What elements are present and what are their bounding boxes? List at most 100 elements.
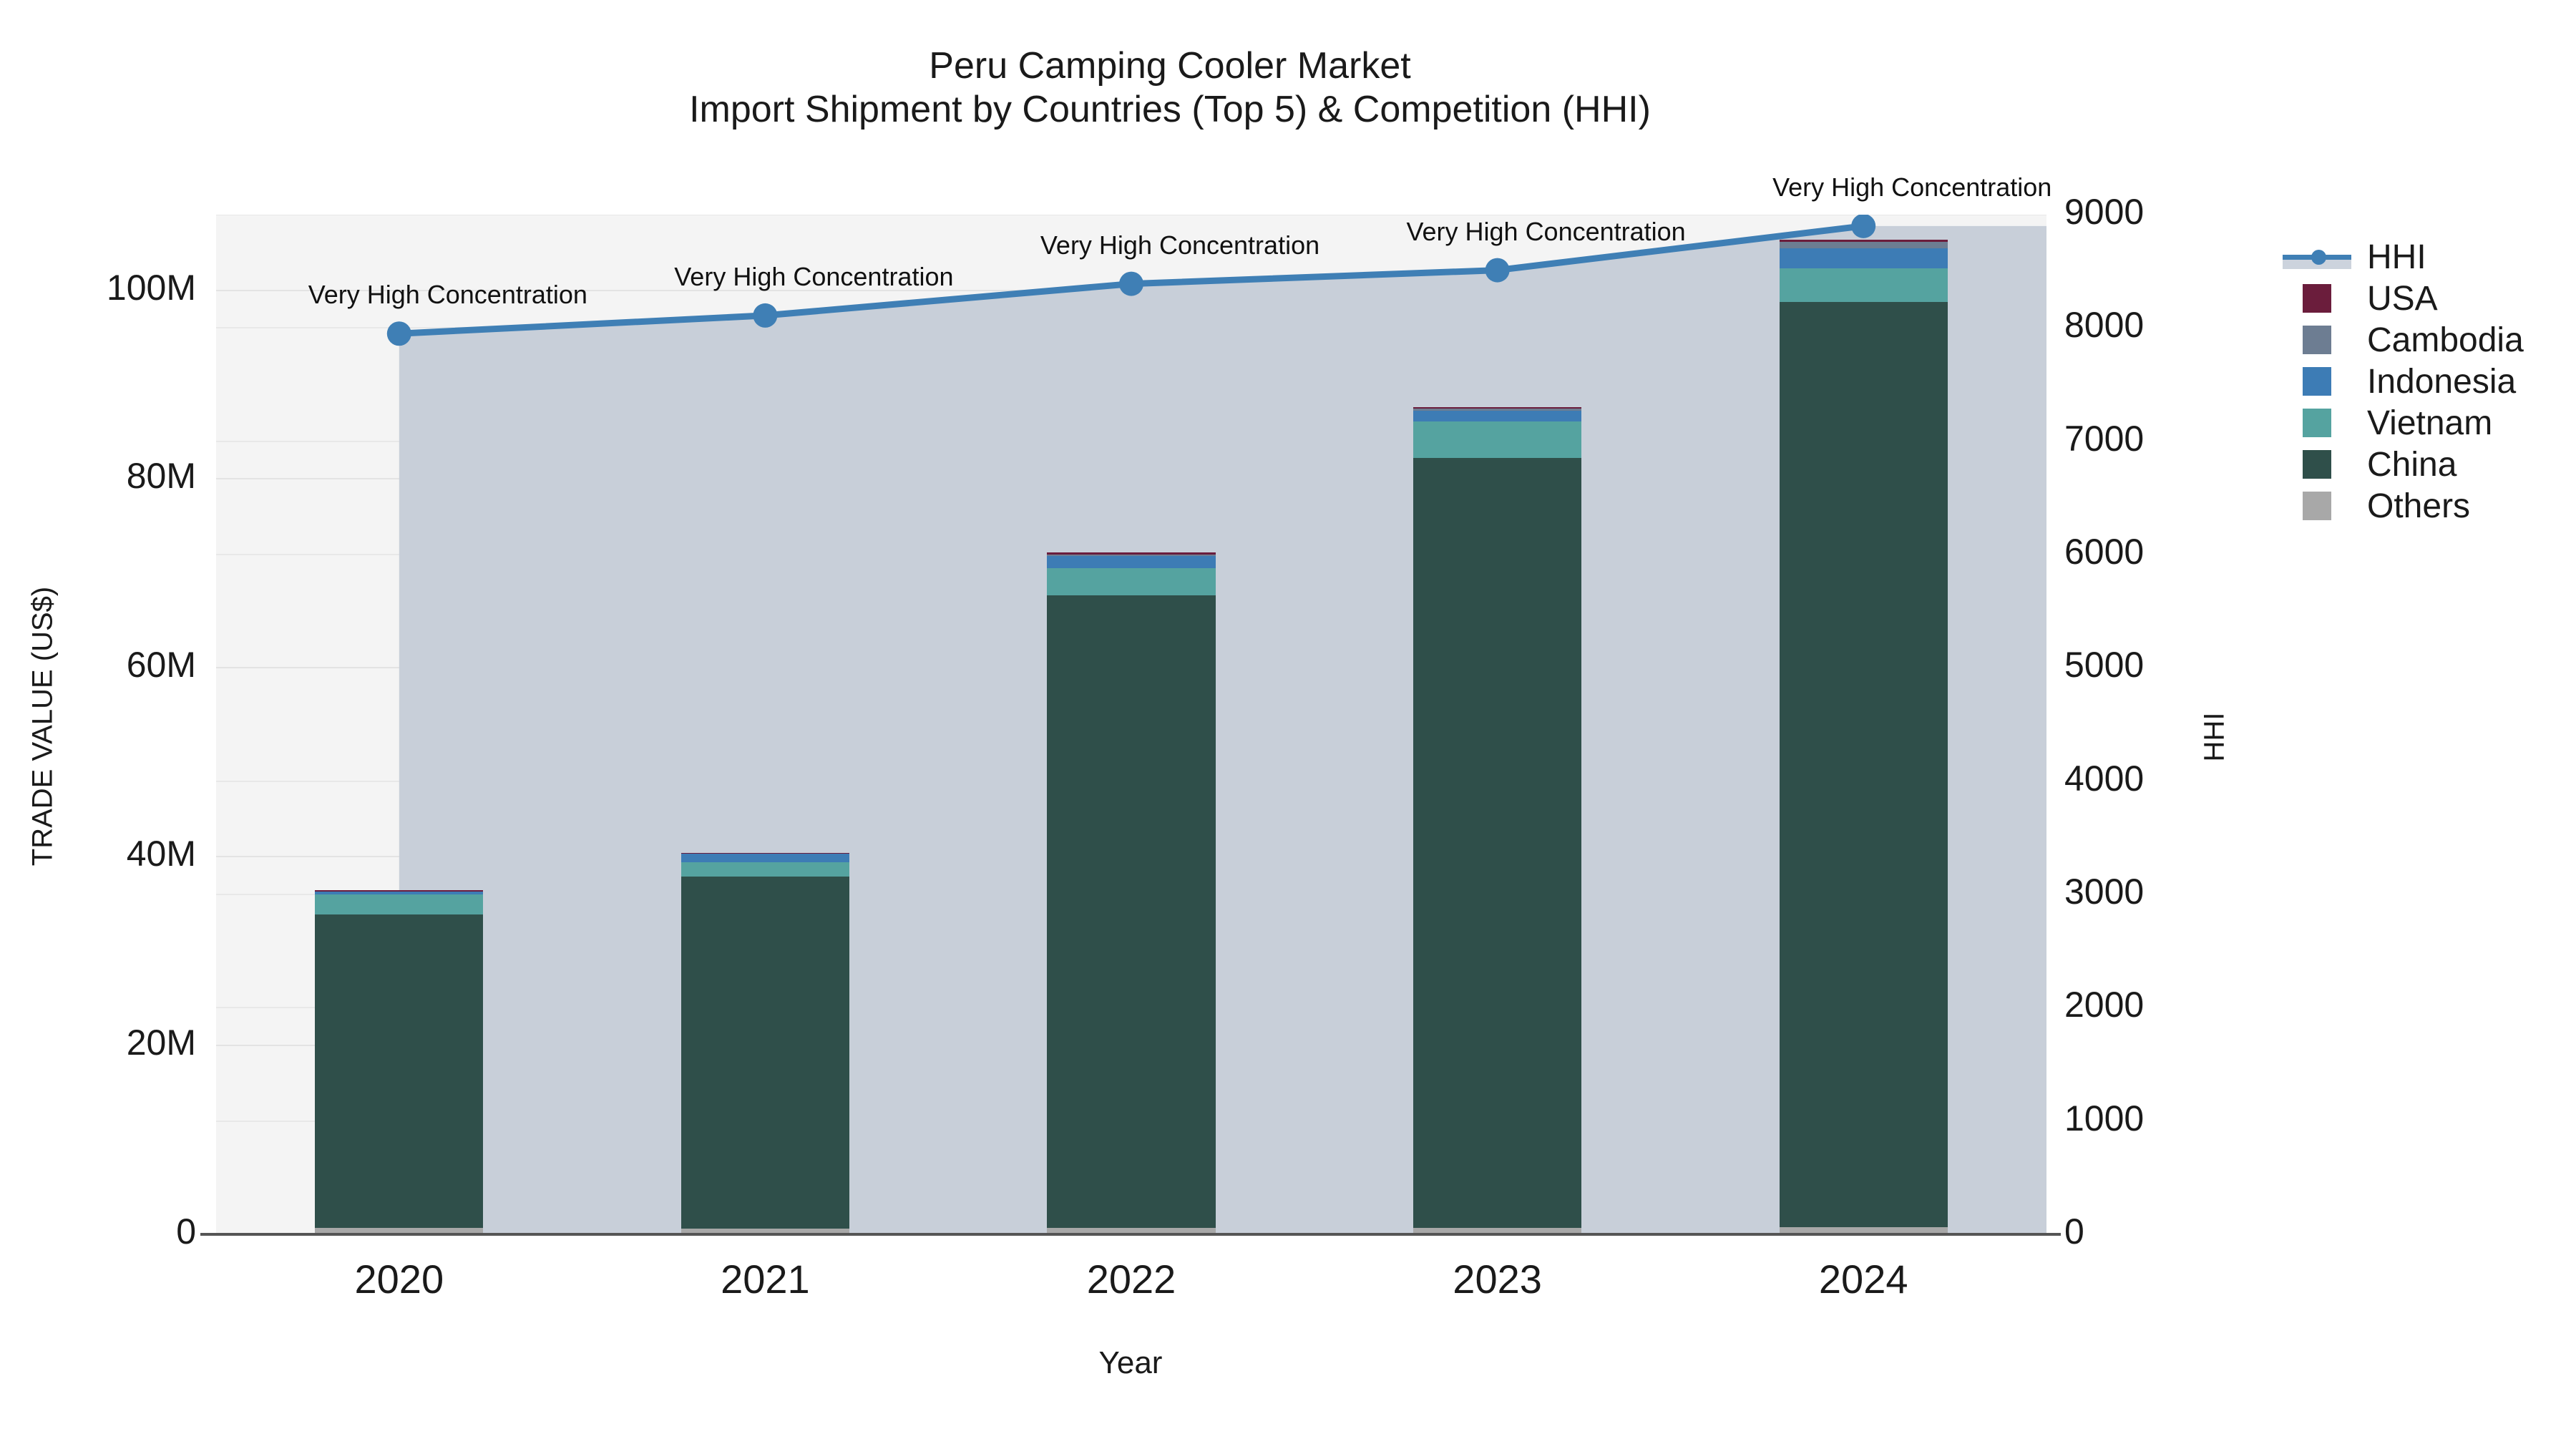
- color-swatch-icon: [2303, 367, 2331, 396]
- legend-swatch-icon: [2283, 450, 2351, 479]
- y-axis-right-tick: 0: [2064, 1211, 2084, 1252]
- y-axis-right-tick: 1000: [2064, 1098, 2145, 1138]
- bar-segment-others-2024[interactable]: [1779, 1227, 1948, 1234]
- color-swatch-icon: [2303, 326, 2331, 354]
- color-swatch-icon: [2303, 450, 2331, 479]
- annotation-2024: Very High Concentration: [1772, 172, 2052, 202]
- chart-title: Peru Camping Cooler Market Import Shipme…: [0, 44, 2340, 132]
- chart-legend: HHI USA Cambodia Indonesia Vietnam China Other…: [2283, 236, 2524, 527]
- legend-swatch-icon: [2283, 492, 2351, 520]
- legend-label: Indonesia: [2367, 362, 2517, 401]
- bar-segment-vietnam-2023[interactable]: [1413, 421, 1582, 459]
- y-axis-right-tick: 7000: [2064, 418, 2145, 459]
- legend-item-china[interactable]: China: [2283, 444, 2524, 485]
- annotation-2023: Very High Concentration: [1406, 216, 1686, 246]
- y-axis-left-tick: 80M: [126, 456, 196, 497]
- bar-segment-vietnam-2020[interactable]: [315, 894, 484, 914]
- hhi-marker-2024[interactable]: [1851, 215, 1876, 238]
- bar-segment-usa-2020[interactable]: [315, 890, 484, 892]
- y-axis-right-tick: 5000: [2064, 645, 2145, 686]
- bar-segment-others-2021[interactable]: [680, 1229, 850, 1234]
- x-axis-tick-2020: 2020: [354, 1257, 444, 1302]
- annotation-2021: Very High Concentration: [674, 261, 954, 291]
- y-axis-left-tick: 60M: [126, 645, 196, 686]
- bar-segment-vietnam-2021[interactable]: [680, 862, 850, 877]
- hhi-line-series: [386, 215, 1876, 346]
- legend-item-usa[interactable]: USA: [2283, 278, 2524, 319]
- hhi-marker-2022[interactable]: [1119, 271, 1143, 296]
- hhi-dot-icon: [2311, 250, 2326, 265]
- y-axis-right-tick: 2000: [2064, 985, 2145, 1025]
- y-axis-right-tick: 3000: [2064, 872, 2145, 912]
- annotation-2022: Very High Concentration: [1040, 230, 1320, 260]
- legend-label: Vietnam: [2367, 404, 2493, 442]
- bar-segment-usa-2022[interactable]: [1047, 552, 1216, 555]
- y-axis-left-tick: 40M: [126, 834, 196, 874]
- bar-segment-others-2022[interactable]: [1047, 1228, 1216, 1234]
- hhi-marker-2020[interactable]: [386, 321, 411, 346]
- bar-group-2021[interactable]: [680, 215, 850, 1234]
- bar-group-2023[interactable]: [1413, 215, 1582, 1234]
- annotation-2020: Very High Concentration: [308, 280, 587, 310]
- legend-label: HHI: [2367, 238, 2426, 276]
- color-swatch-icon: [2303, 492, 2331, 520]
- hhi-line-icon: [2283, 243, 2351, 271]
- y-axis-left-label: TRADE VALUE (US$): [26, 586, 59, 867]
- bar-segment-indonesia-2024[interactable]: [1779, 248, 1948, 268]
- bar-segment-vietnam-2024[interactable]: [1779, 268, 1948, 303]
- bar-segment-cambodia-2023[interactable]: [1413, 409, 1582, 411]
- bar-segment-china-2024[interactable]: [1779, 302, 1948, 1228]
- legend-swatch-icon: [2283, 326, 2351, 354]
- bar-group-2020[interactable]: [315, 215, 484, 1234]
- x-axis-label: Year: [1098, 1345, 1163, 1380]
- y-axis-right-tick: 9000: [2064, 192, 2145, 232]
- legend-label: Others: [2367, 487, 2471, 525]
- x-axis-tick-2024: 2024: [1818, 1257, 1908, 1302]
- y-axis-left-tick: 0: [176, 1211, 196, 1252]
- y-axis-right-label: HHI: [2198, 712, 2230, 762]
- hhi-marker-2021[interactable]: [753, 303, 778, 328]
- legend-label: USA: [2367, 279, 2438, 318]
- legend-item-hhi[interactable]: HHI: [2283, 236, 2524, 278]
- bar-segment-indonesia-2022[interactable]: [1047, 556, 1216, 569]
- x-axis-line: [200, 1233, 2061, 1236]
- legend-label: China: [2367, 445, 2457, 484]
- bar-segment-china-2021[interactable]: [680, 876, 850, 1229]
- x-axis-tick-2021: 2021: [721, 1257, 810, 1302]
- bar-segment-usa-2024[interactable]: [1779, 239, 1948, 242]
- legend-item-vietnam[interactable]: Vietnam: [2283, 402, 2524, 444]
- bar-segment-indonesia-2023[interactable]: [1413, 411, 1582, 421]
- bar-group-2022[interactable]: [1047, 215, 1216, 1234]
- bar-segment-china-2023[interactable]: [1413, 458, 1582, 1228]
- bar-segment-vietnam-2022[interactable]: [1047, 568, 1216, 596]
- bar-segment-cambodia-2024[interactable]: [1779, 241, 1948, 248]
- chart-title-line-1: Peru Camping Cooler Market: [929, 45, 1411, 87]
- bar-segment-china-2020[interactable]: [315, 914, 484, 1228]
- y-axis-left-tick: 20M: [126, 1023, 196, 1063]
- legend-item-others[interactable]: Others: [2283, 485, 2524, 527]
- legend-swatch-icon: [2283, 284, 2351, 313]
- bar-segment-others-2020[interactable]: [315, 1227, 484, 1234]
- bar-group-2024[interactable]: [1779, 215, 1948, 1234]
- bar-segment-usa-2021[interactable]: [680, 852, 850, 854]
- color-swatch-icon: [2303, 284, 2331, 313]
- y-axis-left-tick: 100M: [106, 267, 196, 308]
- y-axis-right-tick: 4000: [2064, 758, 2145, 799]
- bar-segment-china-2022[interactable]: [1047, 595, 1216, 1229]
- plot-area: [216, 215, 2046, 1234]
- x-axis-tick-2022: 2022: [1086, 1257, 1176, 1302]
- legend-item-cambodia[interactable]: Cambodia: [2283, 319, 2524, 361]
- legend-swatch-icon: [2283, 367, 2351, 396]
- chart-title-line-2: Import Shipment by Countries (Top 5) & C…: [689, 89, 1651, 131]
- bar-segment-others-2023[interactable]: [1413, 1227, 1582, 1234]
- hhi-marker-2023[interactable]: [1485, 258, 1510, 283]
- legend-item-indonesia[interactable]: Indonesia: [2283, 361, 2524, 402]
- bar-segment-indonesia-2021[interactable]: [680, 854, 850, 863]
- bar-segment-usa-2023[interactable]: [1413, 406, 1582, 409]
- bar-segment-indonesia-2020[interactable]: [315, 892, 484, 894]
- legend-swatch-icon: [2283, 409, 2351, 437]
- bar-segment-cambodia-2022[interactable]: [1047, 555, 1216, 556]
- x-axis-tick-2023: 2023: [1453, 1257, 1542, 1302]
- color-swatch-icon: [2303, 409, 2331, 437]
